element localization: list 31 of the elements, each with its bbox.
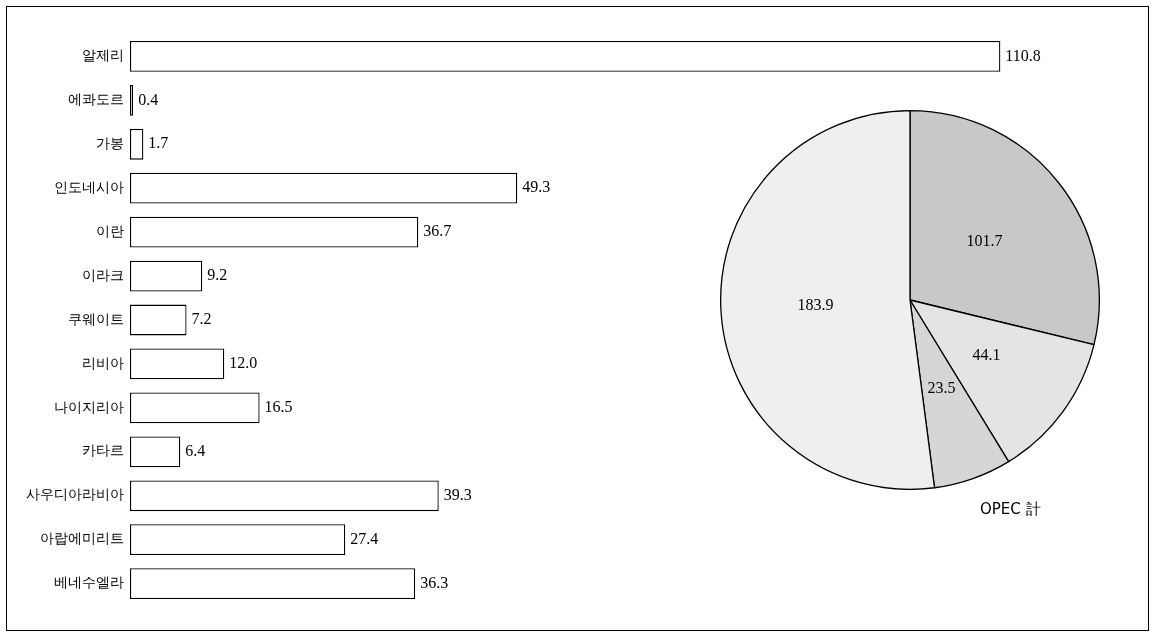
y-tick-label: 아랍에미리트 [40, 530, 124, 547]
data-label: 9.2 [207, 266, 228, 284]
data-label: 110.8 [1005, 46, 1041, 64]
y-tick-label: 사우디아라비아 [26, 486, 124, 503]
data-label: 39.3 [443, 485, 472, 503]
data-label: 36.7 [423, 222, 452, 240]
y-tick-label: 인도네시아 [54, 178, 124, 195]
data-label: 23.5 [927, 379, 956, 397]
y-tick-label: 이란 [96, 222, 124, 239]
y-tick-label: 베네수엘라 [54, 574, 124, 591]
data-label: 101.7 [966, 231, 1003, 249]
data-label: 12.0 [229, 354, 258, 372]
y-tick-label: 카타르 [82, 442, 124, 459]
data-label: 7.2 [191, 310, 212, 328]
y-tick-label: 나이지리아 [54, 398, 124, 415]
data-label: 0.4 [138, 90, 159, 108]
annotation: OPEC 計 [980, 500, 1041, 519]
data-label: 27.4 [350, 529, 379, 547]
data-label: 1.7 [148, 134, 169, 152]
data-label: 36.3 [420, 573, 449, 591]
data-label: 44.1 [972, 346, 1001, 364]
data-label: 6.4 [185, 442, 206, 460]
y-tick-label: 쿠웨이트 [68, 310, 124, 327]
y-tick-label: 알제리 [82, 47, 124, 64]
data-label: 16.5 [264, 398, 293, 416]
y-tick-label: 가봉 [96, 134, 124, 151]
y-tick-label: 이라크 [82, 266, 124, 283]
y-tick-label: 에콰도르 [68, 90, 124, 107]
data-label: 183.9 [797, 296, 834, 314]
data-label: 49.3 [522, 178, 551, 196]
y-tick-label: 리비아 [82, 354, 124, 371]
